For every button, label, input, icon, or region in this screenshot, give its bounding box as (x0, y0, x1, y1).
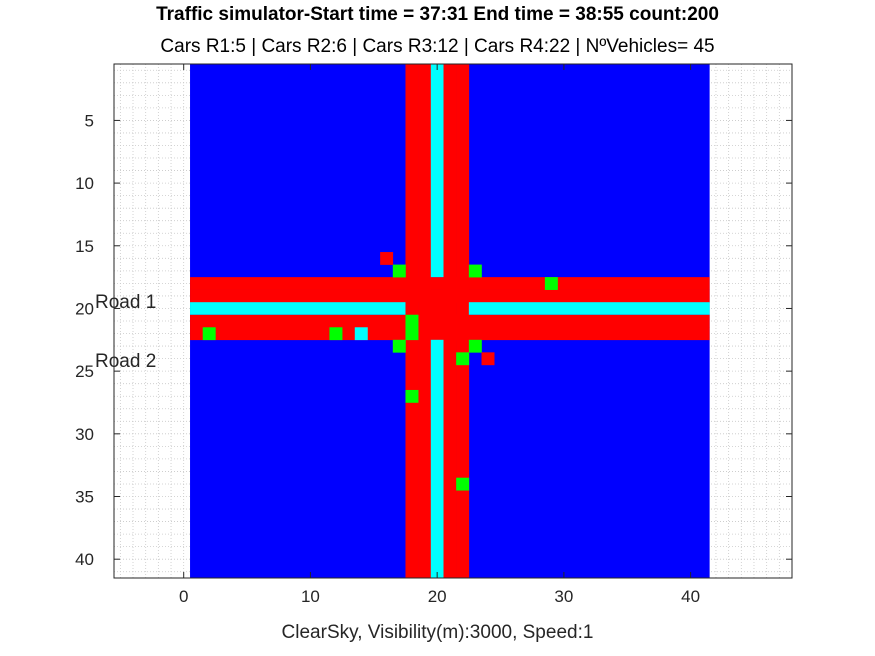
vehicle-cell (392, 264, 406, 278)
divider-vertical-north (430, 64, 444, 278)
vehicle-cell (456, 352, 470, 366)
vehicle-cell (481, 352, 495, 366)
intersection-center (430, 302, 444, 316)
x-axis-label: ClearSky, Visibility(m):3000, Speed:1 (281, 622, 594, 643)
vehicle-cell (544, 277, 558, 290)
y-tick-label: 5 (85, 111, 94, 130)
axes-box (113, 63, 793, 579)
vehicle-cell (354, 327, 368, 341)
chart-title: Traffic simulator-Start time = 37:31 End… (156, 4, 719, 25)
x-tick-label: 10 (301, 587, 320, 606)
vehicle-cell (380, 252, 394, 265)
x-tick-label: 40 (681, 587, 700, 606)
road-horizontal-lane (190, 289, 710, 303)
vehicle-cell (468, 339, 482, 353)
y-tick-label: 15 (75, 237, 94, 256)
vehicle-cell (405, 389, 419, 403)
road-label: Road 1 (95, 292, 156, 313)
road-label: Road 2 (95, 351, 156, 372)
y-tick-label: 30 (75, 425, 94, 444)
vehicle-cell (392, 339, 406, 353)
road-horizontal-lane (190, 327, 710, 341)
vehicle-cell (329, 327, 343, 341)
chart-subtitle: Cars R1:5 | Cars R2:6 | Cars R3:12 | Car… (160, 36, 715, 57)
x-tick-label: 0 (179, 587, 188, 606)
x-tick-label: 30 (554, 587, 573, 606)
vehicle-cell (405, 327, 419, 341)
divider-horizontal-west (190, 302, 406, 315)
road-horizontal-lane (190, 277, 710, 290)
vehicle-cell (468, 264, 482, 278)
vehicle-cell (456, 477, 470, 491)
divider-vertical-south (430, 339, 444, 578)
divider-horizontal-east (468, 302, 710, 315)
y-tick-label: 40 (75, 550, 94, 569)
y-tick-label: 35 (75, 488, 94, 507)
vehicle-cell (405, 314, 419, 328)
y-tick-label: 25 (75, 362, 94, 381)
x-tick-label: 20 (428, 587, 447, 606)
y-tick-label: 10 (75, 174, 94, 193)
vehicle-cell (202, 327, 216, 341)
road-horizontal-lane (190, 314, 710, 328)
y-tick-label: 20 (75, 299, 94, 318)
